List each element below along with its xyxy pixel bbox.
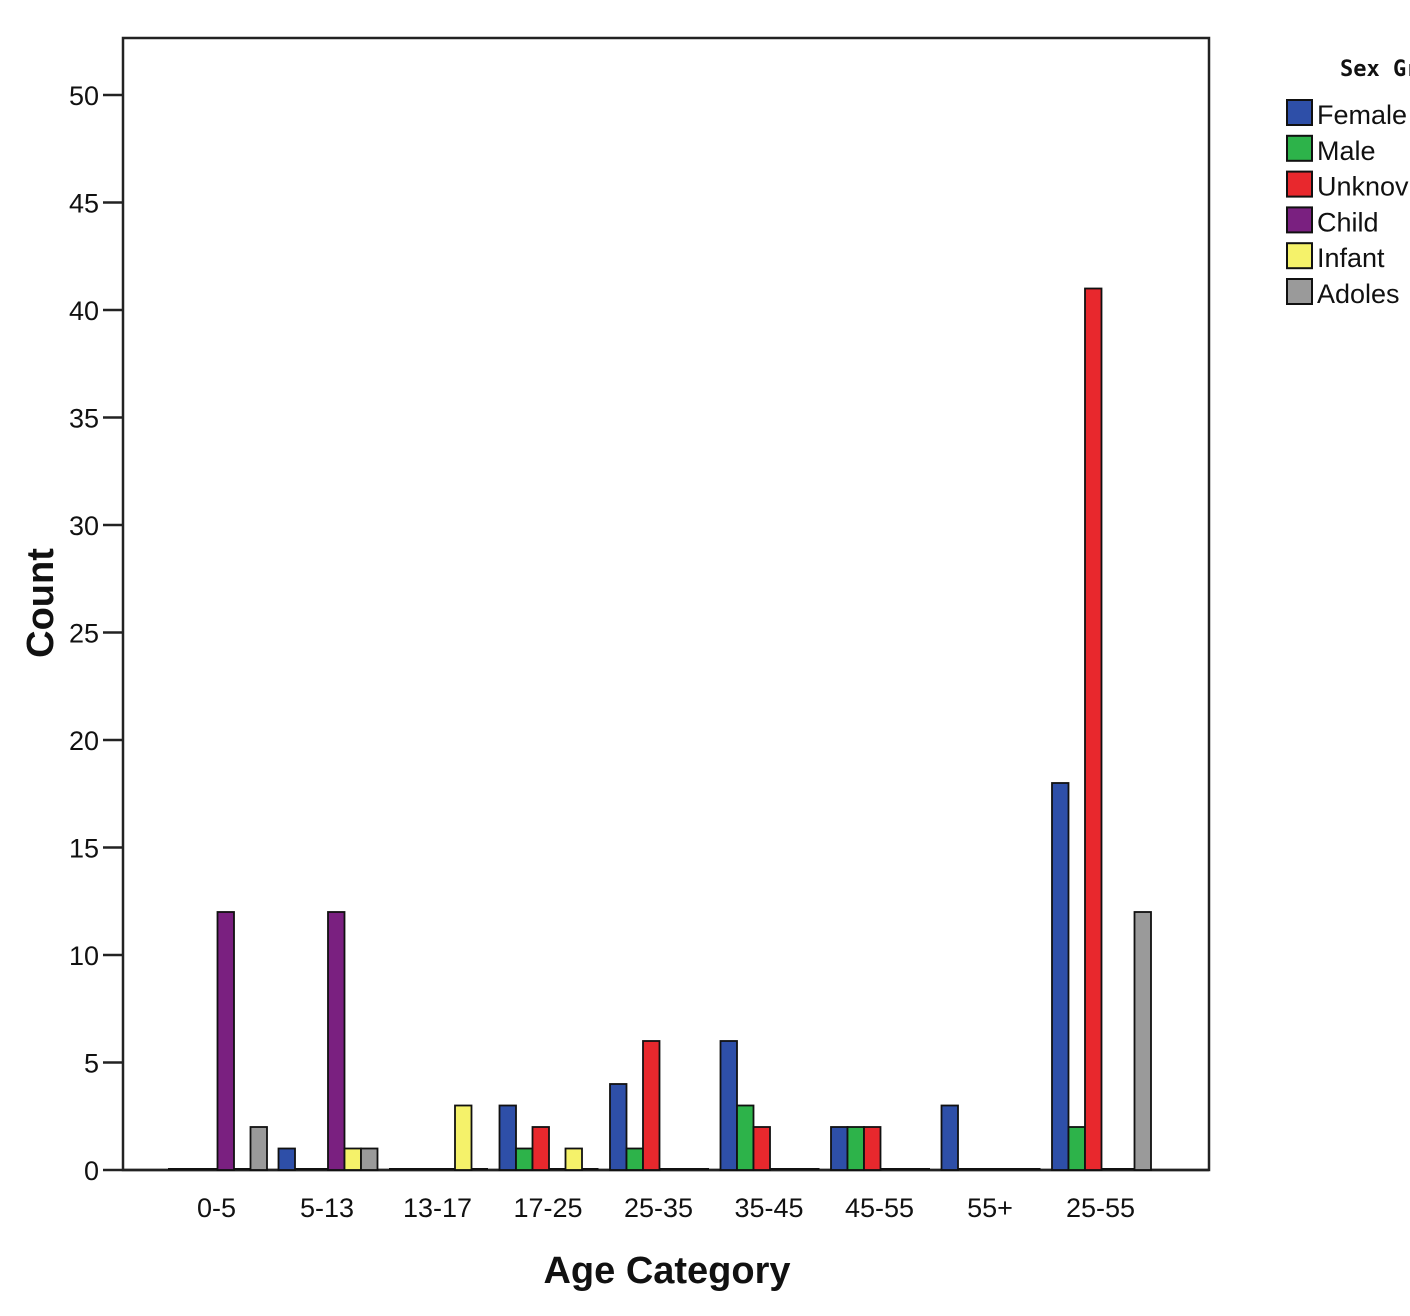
bar [564, 1147, 583, 1171]
bar [454, 1104, 473, 1171]
y-axis-title: Count [20, 548, 62, 658]
bar [531, 1126, 550, 1171]
bar [609, 1083, 628, 1171]
legend-swatch [1286, 206, 1313, 234]
plot-area: 0 5 10 15 20 25 30 35 40 45 50 0-5 5-13 13-17 17-25 25-… [69, 36, 1211, 1223]
bar [736, 1104, 755, 1171]
y-tick-label: 20 [69, 726, 99, 756]
x-tick-label: 5-13 [300, 1193, 354, 1223]
x-tick-label: 45-55 [845, 1193, 914, 1223]
y-tick-label: 40 [69, 296, 99, 326]
legend-label: Infant [1317, 243, 1385, 273]
x-tick-label: 13-17 [403, 1193, 472, 1223]
y-tick-label: 0 [84, 1156, 99, 1186]
y-tick-label: 10 [69, 941, 99, 971]
legend-swatch [1286, 134, 1313, 162]
bar [1084, 287, 1103, 1171]
bar [940, 1104, 959, 1171]
bar [515, 1147, 534, 1171]
legend-label: Male [1317, 136, 1376, 166]
y-tick-label: 35 [69, 404, 99, 434]
bar [642, 1040, 661, 1171]
y-tick-label: 50 [69, 81, 99, 111]
bar [343, 1147, 362, 1171]
legend: Sex Gr Female Male Unknov Child Infant Adoles [1286, 57, 1410, 309]
bar [216, 911, 235, 1171]
bar [830, 1126, 849, 1171]
y-tick-label: 25 [69, 619, 99, 649]
bar [277, 1147, 296, 1171]
bar [625, 1147, 644, 1171]
bar [1051, 782, 1070, 1171]
bar [752, 1126, 771, 1171]
bar [249, 1126, 268, 1171]
y-tick-label: 15 [69, 834, 99, 864]
y-tick-label: 30 [69, 511, 99, 541]
legend-swatch [1286, 242, 1313, 270]
x-tick-label: 35-45 [734, 1193, 803, 1223]
x-tick-label: 25-35 [624, 1193, 693, 1223]
bar [719, 1040, 738, 1171]
x-tick-label: 0-5 [197, 1193, 236, 1223]
legend-label: Child [1317, 207, 1379, 237]
x-axis-title: Age Category [543, 1250, 790, 1292]
plot-frame [121, 36, 1211, 1172]
bar [863, 1126, 882, 1171]
bar [498, 1104, 517, 1171]
bar [1067, 1126, 1086, 1171]
legend-title: Sex Gr [1340, 57, 1410, 82]
bar [1133, 911, 1152, 1171]
legend-swatch [1286, 99, 1313, 126]
bar [846, 1126, 865, 1171]
x-tick-label: 17-25 [513, 1193, 582, 1223]
bar [360, 1147, 379, 1171]
y-tick-label: 5 [84, 1049, 99, 1079]
legend-swatch [1286, 278, 1313, 305]
x-tick-label: 25-55 [1066, 1193, 1135, 1223]
legend-label: Unknov [1317, 172, 1409, 202]
legend-label: Female [1317, 100, 1407, 130]
y-tick-label: 45 [69, 189, 99, 219]
legend-swatch [1286, 170, 1313, 198]
legend-label: Adoles [1317, 279, 1400, 309]
x-tick-label: 55+ [967, 1193, 1013, 1223]
bar [327, 911, 346, 1171]
